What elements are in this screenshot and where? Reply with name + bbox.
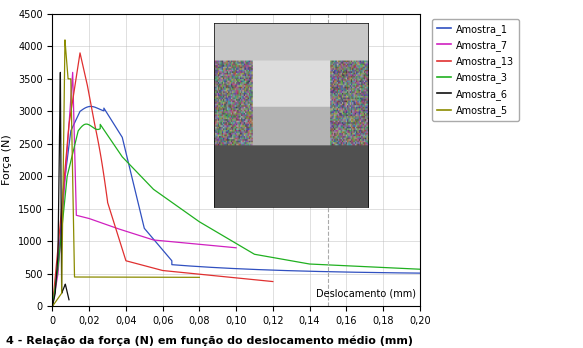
Amostra_6 xyxy=(49,304,56,308)
Amostra_6 xyxy=(59,290,66,294)
Amostra_3 xyxy=(332,263,339,267)
Amostra_6 xyxy=(57,114,64,119)
Amostra_7 xyxy=(217,244,224,248)
Amostra_6 xyxy=(57,159,64,163)
Amostra_6 xyxy=(59,287,66,291)
Amostra_13 xyxy=(113,227,120,231)
Amostra_1 xyxy=(272,268,279,272)
Amostra_13 xyxy=(94,136,101,140)
Amostra_3 xyxy=(83,122,90,126)
Amostra_6 xyxy=(56,148,63,152)
Amostra_7 xyxy=(83,216,90,220)
Amostra_6 xyxy=(57,96,64,101)
Amostra_6 xyxy=(56,122,63,126)
Amostra_1 xyxy=(49,304,56,308)
Amostra_6 xyxy=(57,70,64,74)
Amostra_6 xyxy=(53,275,60,279)
Amostra_13 xyxy=(76,51,83,55)
Amostra_3 xyxy=(107,137,114,142)
Y-axis label: Força (N): Força (N) xyxy=(2,135,12,185)
Amostra_7 xyxy=(233,246,240,250)
Amostra_6 xyxy=(50,302,57,306)
Line: Amostra_5: Amostra_5 xyxy=(52,40,199,306)
Amostra_7 xyxy=(99,221,106,225)
Amostra_5 xyxy=(137,275,144,279)
Amostra_6 xyxy=(62,282,69,286)
Amostra_7 xyxy=(185,241,192,245)
Amostra_13 xyxy=(55,235,62,239)
Amostra_6 xyxy=(61,285,68,289)
Amostra_5 xyxy=(160,275,167,279)
Amostra_1 xyxy=(131,187,138,191)
Amostra_3 xyxy=(134,170,141,174)
Amostra_13 xyxy=(49,304,56,308)
Amostra_1 xyxy=(87,104,94,109)
Amostra_6 xyxy=(57,70,64,74)
Amostra_6 xyxy=(52,291,59,295)
Amostra_6 xyxy=(52,286,59,290)
Amostra_6 xyxy=(58,291,65,295)
Amostra_6 xyxy=(58,203,65,207)
Amostra_6 xyxy=(55,226,62,230)
Amostra_6 xyxy=(59,288,66,293)
Amostra_6 xyxy=(54,258,61,262)
Amostra_13 xyxy=(269,279,276,284)
Amostra_7 xyxy=(49,304,56,308)
Amostra_6 xyxy=(64,289,71,293)
Amostra_3 xyxy=(371,265,378,269)
Amostra_1 xyxy=(78,108,85,112)
Amostra_13 xyxy=(78,55,85,60)
Amostra_5 xyxy=(150,275,157,279)
Amostra_13 xyxy=(66,117,73,121)
Text: Deslocamento (mm): Deslocamento (mm) xyxy=(316,288,416,299)
Line: Amostra_13: Amostra_13 xyxy=(52,53,273,306)
Amostra_6 xyxy=(62,282,69,286)
Line: Amostra_3: Amostra_3 xyxy=(52,124,420,306)
Amostra_6 xyxy=(52,291,59,295)
Amostra_1 xyxy=(56,244,63,248)
Text: 4 - Relação da força (N) em função do deslocamento médio (mm): 4 - Relação da força (N) em função do de… xyxy=(6,336,413,346)
Amostra_6 xyxy=(55,174,62,179)
Amostra_5 xyxy=(61,38,68,42)
Line: Amostra_1: Amostra_1 xyxy=(52,106,420,306)
Amostra_5 xyxy=(153,275,160,279)
Amostra_6 xyxy=(65,293,72,298)
Amostra_6 xyxy=(54,263,61,268)
Amostra_1 xyxy=(416,271,423,275)
Amostra_6 xyxy=(65,295,72,300)
Amostra_5 xyxy=(147,275,154,279)
Amostra_6 xyxy=(64,291,71,295)
Amostra_5 xyxy=(49,304,56,308)
Amostra_7 xyxy=(79,215,86,219)
Amostra_6 xyxy=(51,296,58,301)
Amostra_1 xyxy=(319,269,326,274)
Amostra_6 xyxy=(54,252,61,256)
Amostra_3 xyxy=(416,267,423,271)
Amostra_13 xyxy=(50,295,57,300)
Amostra_6 xyxy=(53,269,60,273)
Line: Amostra_7: Amostra_7 xyxy=(52,72,236,306)
Legend: Amostra_1, Amostra_7, Amostra_13, Amostra_3, Amostra_6, Amostra_5: Amostra_1, Amostra_7, Amostra_13, Amostr… xyxy=(432,19,519,121)
Amostra_6 xyxy=(50,299,57,303)
Amostra_6 xyxy=(63,286,70,291)
Amostra_6 xyxy=(51,294,58,298)
Line: Amostra_6: Amostra_6 xyxy=(52,72,69,306)
Amostra_6 xyxy=(60,286,67,290)
Amostra_6 xyxy=(62,284,69,288)
Amostra_5 xyxy=(196,275,203,279)
Amostra_6 xyxy=(52,280,59,284)
Amostra_6 xyxy=(58,291,65,295)
Amostra_6 xyxy=(58,247,65,251)
Amostra_1 xyxy=(345,270,352,274)
Amostra_7 xyxy=(69,70,76,74)
Amostra_3 xyxy=(154,190,161,195)
Amostra_6 xyxy=(61,283,68,287)
Amostra_5 xyxy=(104,275,111,279)
Amostra_7 xyxy=(69,70,76,74)
Amostra_6 xyxy=(54,252,61,256)
Amostra_3 xyxy=(49,304,56,308)
Amostra_6 xyxy=(65,298,72,302)
Amostra_6 xyxy=(55,200,62,204)
Amostra_3 xyxy=(397,266,404,270)
